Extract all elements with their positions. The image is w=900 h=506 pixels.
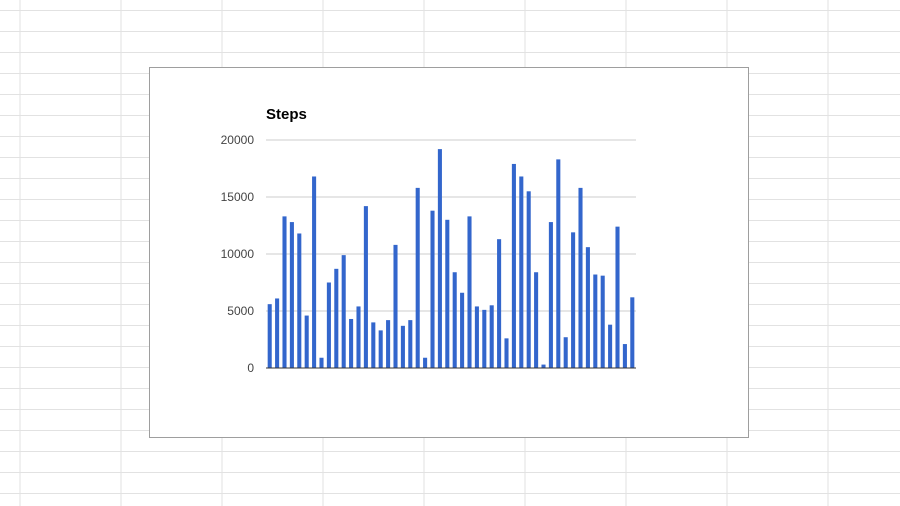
bar: [519, 176, 524, 368]
y-tick-label: 20000: [221, 133, 255, 147]
bar: [467, 216, 472, 368]
bar: [615, 226, 620, 368]
bar: [571, 232, 576, 368]
bar: [334, 268, 339, 368]
bar: [504, 338, 509, 368]
bar: [289, 222, 294, 368]
bar: [430, 210, 435, 368]
y-tick-label: 0: [247, 361, 254, 375]
bar: [497, 239, 502, 368]
bar: [563, 337, 568, 368]
chart-title: Steps: [266, 106, 307, 123]
bar: [312, 176, 317, 368]
bar: [541, 364, 546, 368]
bar: [386, 320, 391, 368]
bar: [423, 357, 428, 368]
bar: [371, 322, 376, 368]
bar: [393, 244, 398, 368]
bar: [319, 357, 324, 368]
bar: [341, 255, 346, 368]
bar: [489, 305, 494, 368]
bar: [349, 318, 354, 368]
bar: [593, 274, 598, 368]
chart-bars: [267, 149, 635, 368]
bar: [437, 149, 442, 368]
bar: [511, 163, 516, 368]
bar: [608, 324, 613, 368]
chart-container[interactable]: Steps 0 5000 10000 15000 20000: [149, 67, 749, 438]
bar: [578, 187, 583, 368]
bar: [482, 309, 487, 368]
bar-chart: Steps 0 5000 10000 15000 20000: [221, 106, 636, 375]
bar: [275, 298, 280, 368]
bar: [400, 325, 405, 368]
bar: [460, 292, 465, 368]
bar: [415, 187, 420, 368]
y-tick-label: 10000: [221, 247, 255, 261]
bar: [548, 222, 553, 368]
bar: [526, 191, 531, 368]
bar: [474, 306, 479, 368]
bar: [622, 344, 627, 368]
y-tick-label: 15000: [221, 190, 255, 204]
bar: [363, 206, 368, 368]
bar: [304, 315, 309, 368]
bar: [630, 297, 635, 368]
bar: [282, 216, 287, 368]
bar: [452, 272, 457, 368]
bar: [585, 247, 590, 368]
bar: [267, 304, 272, 368]
bar: [556, 159, 561, 368]
bar: [600, 275, 605, 368]
bar: [326, 282, 331, 368]
bar: [356, 306, 361, 368]
y-axis-tick-labels: 0 5000 10000 15000 20000: [221, 133, 255, 375]
bar: [408, 320, 413, 368]
bar: [378, 330, 383, 368]
y-tick-label: 5000: [227, 304, 254, 318]
bar: [297, 233, 302, 368]
bar: [445, 219, 450, 368]
bar: [534, 272, 539, 368]
